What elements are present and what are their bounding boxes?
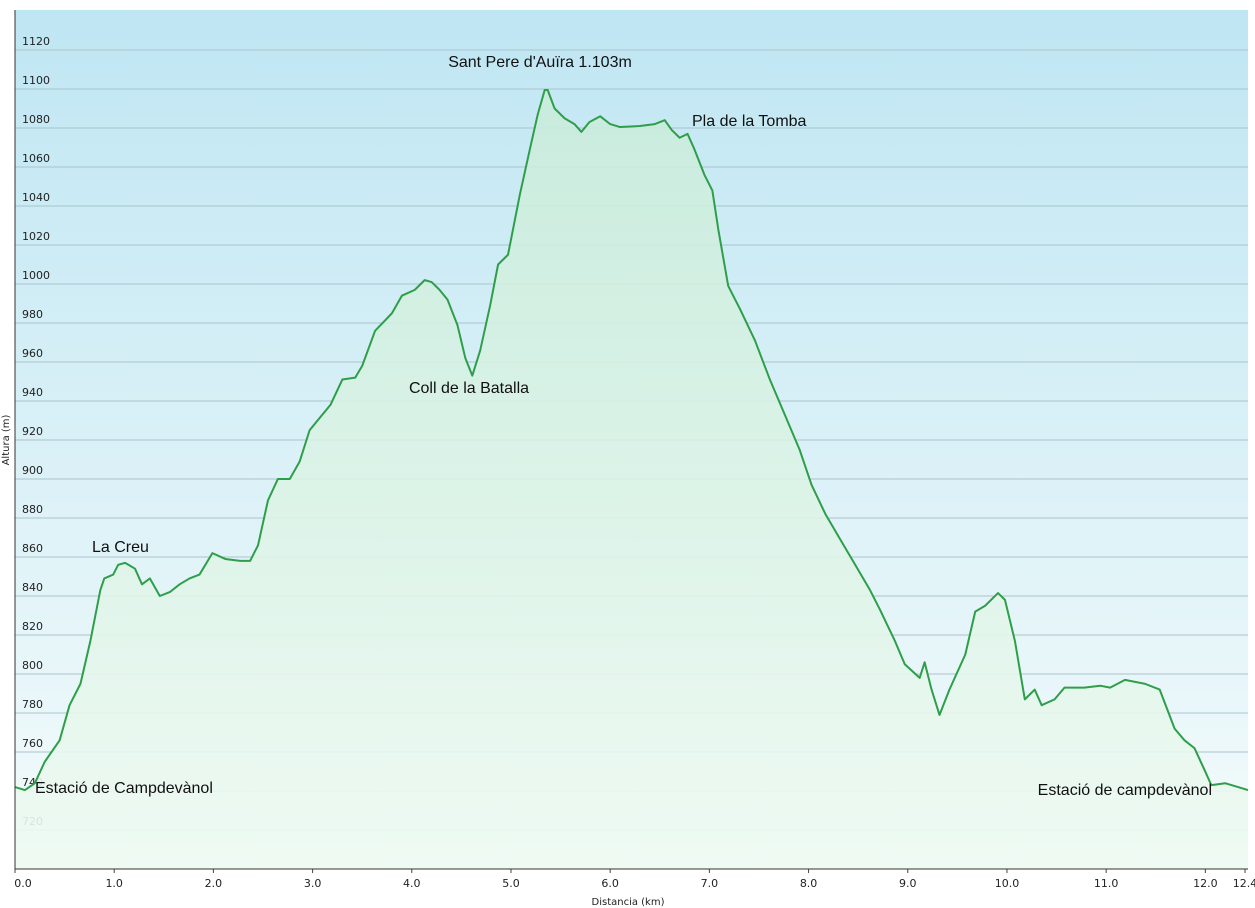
x-tick-label: 7.0 [701, 877, 719, 890]
y-tick-label: 760 [22, 737, 43, 750]
y-tick-label: 820 [22, 620, 43, 633]
y-tick-label: 1120 [22, 35, 50, 48]
y-tick-label: 1020 [22, 230, 50, 243]
y-tick-label: 840 [22, 581, 43, 594]
y-tick-label: 1080 [22, 113, 50, 126]
annotation: Sant Pere d'Auïra 1.103m [448, 54, 632, 71]
y-tick-label: 980 [22, 308, 43, 321]
y-tick-label: 900 [22, 464, 43, 477]
x-tick-label: 8.0 [800, 877, 818, 890]
x-axis-label: Distancia (km) [592, 897, 665, 908]
annotation: Estació de campdevànol [1038, 782, 1212, 799]
line [14, 88, 1249, 792]
y-tick-label: 940 [22, 386, 43, 399]
annotation: Coll de la Batalla [409, 380, 529, 397]
annotation: La Creu [92, 539, 149, 556]
y-tick-label: 800 [22, 659, 43, 672]
x-tick-label: 0.0 [14, 877, 32, 890]
y-tick-label: 960 [22, 347, 43, 360]
x-tick-label: 2.0 [205, 877, 223, 890]
x-tick-label: 3.0 [304, 877, 322, 890]
y-axis-label: Altura (m) [1, 414, 12, 465]
annotation: Estació de Campdevànol [35, 780, 213, 797]
x-tick-label: 4.0 [403, 877, 421, 890]
y-tick-label: 1060 [22, 152, 50, 165]
annotation: Pla de la Tomba [692, 113, 807, 130]
y-tick-label: 860 [22, 542, 43, 555]
y-tick-label: 1040 [22, 191, 50, 204]
y-tick-label: 780 [22, 698, 43, 711]
y-tick-label: 1000 [22, 269, 50, 282]
x-tick-label: 6.0 [601, 877, 619, 890]
x-tick-label: 5.0 [502, 877, 520, 890]
y-tick-label: 920 [22, 425, 43, 438]
x-tick-label: 10.0 [995, 877, 1020, 890]
x-tick-label: 12.0 [1193, 877, 1218, 890]
x-tick-label: 12.4 [1233, 877, 1255, 890]
y-tick-label: 1100 [22, 74, 50, 87]
x-tick-label: 1.0 [105, 877, 123, 890]
x-tick-label: 11.0 [1094, 877, 1119, 890]
area [15, 89, 1248, 870]
y-tick-label: 880 [22, 503, 43, 516]
x-tick-label: 9.0 [899, 877, 917, 890]
